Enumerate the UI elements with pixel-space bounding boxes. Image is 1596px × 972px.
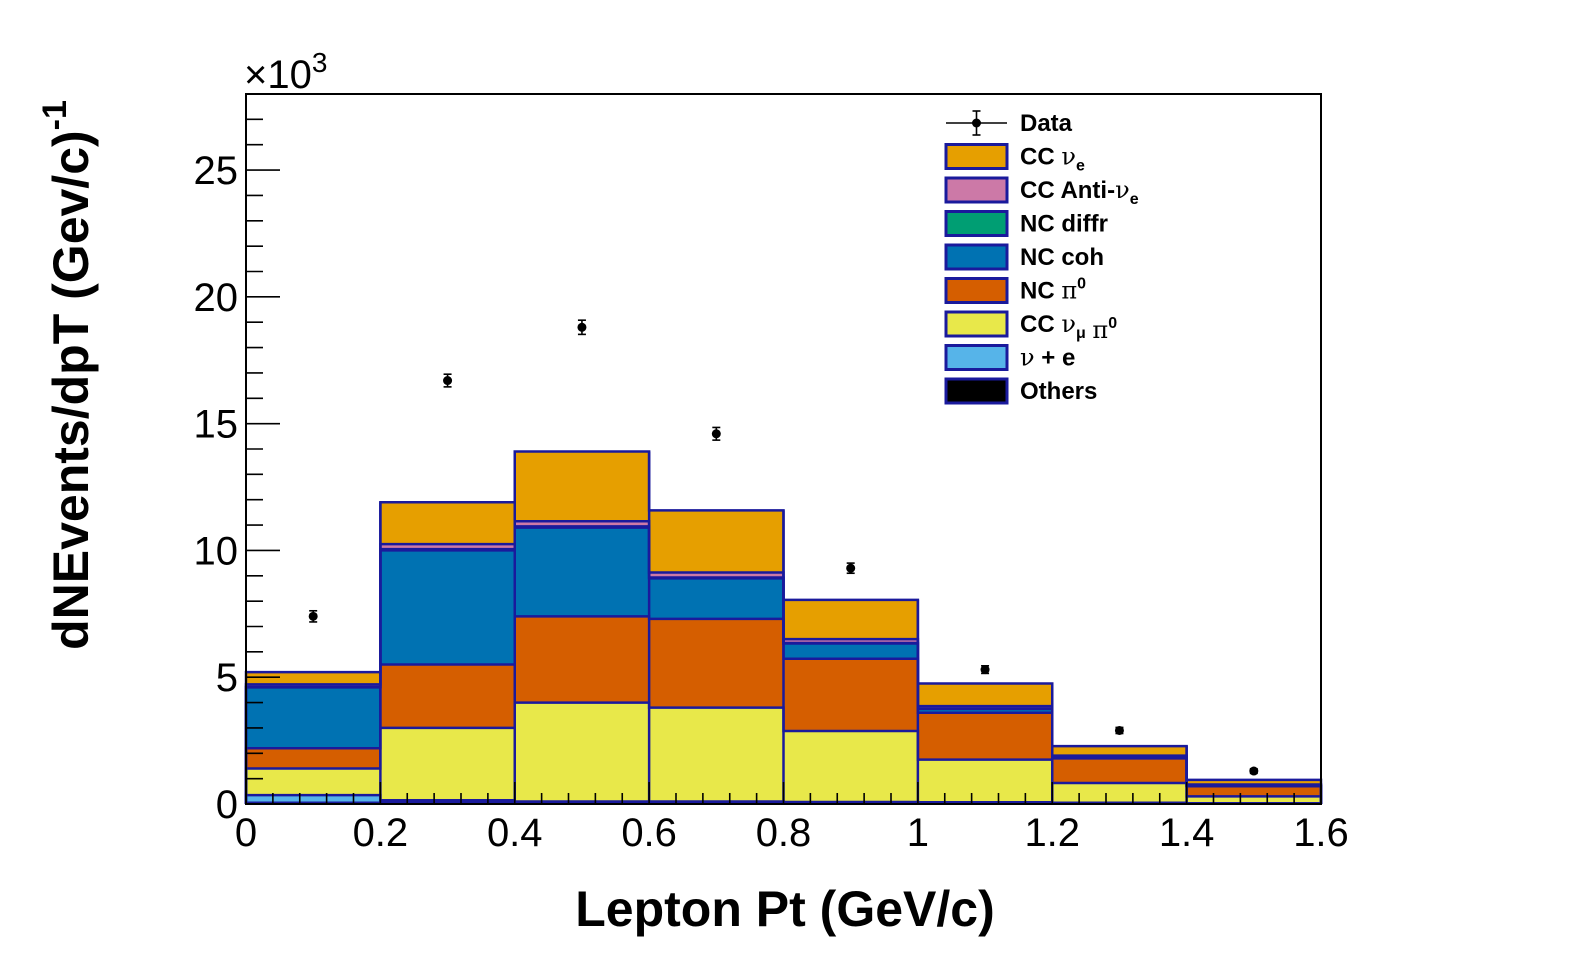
bar-nc-coh-bin-5 [917, 708, 1053, 713]
x-tick-label: 0.6 [621, 811, 677, 855]
x-axis-title: Lepton Pt (GeV/c) [575, 881, 994, 937]
data-points [308, 319, 1259, 776]
data-point [443, 376, 453, 386]
bar-cc-e-bin-3 [649, 510, 784, 573]
y-tick-label: 25 [194, 149, 239, 193]
bar-nc-coh-bin-0 [246, 687, 381, 749]
bar-cc-0-bin-2 [514, 702, 650, 802]
bar-nc-0-bin-3 [649, 618, 784, 708]
legend-data-marker [972, 118, 981, 128]
axis-text: Lepton Pt (GeV/c) dNEvents/dpT (Gev/c)-1… [36, 47, 995, 937]
bar-nc-0-bin-5 [917, 712, 1053, 760]
bar-nc-coh-bin-1 [380, 550, 515, 665]
legend-label-nu-e: ν + e [1020, 344, 1075, 372]
bar-cc-anti-e-bin-3 [649, 572, 784, 578]
axis-ticks: 0 5 10 15 20 25 0 0.2 0.4 0.6 0.8 1 1.2 1.4 1.6 [194, 93, 1349, 855]
bar-cc-0-bin-6 [1052, 782, 1187, 803]
bar-cc-0-bin-3 [649, 707, 784, 802]
bar-cc-e-bin-6 [1052, 746, 1187, 756]
y-tick-label: 5 [216, 656, 238, 700]
bar-cc-e-bin-7 [1186, 779, 1321, 785]
legend-swatch-nc-diffr [944, 210, 1009, 237]
legend-label-nc-coh: NC coh [1020, 244, 1104, 271]
y-axis-title-exponent: -1 [36, 100, 74, 130]
legend-label-cc-nue: CC νe [1020, 143, 1085, 175]
x-tick-label: 1.2 [1024, 811, 1080, 855]
legend-label-data: Data [1020, 110, 1073, 137]
x-tick-label: 1 [907, 811, 929, 855]
bar-cc-anti-e-bin-2 [514, 521, 650, 527]
legend-label-others: Others [1020, 378, 1097, 405]
bar-cc-anti-e-bin-4 [783, 639, 918, 643]
y-axis-multiplier-prefix: ×10 [244, 53, 312, 97]
legend-swatch-nu-e [944, 344, 1009, 371]
x-tick-label: 0 [235, 811, 257, 855]
legend-swatch-cc-numu-pi0 [944, 310, 1009, 338]
data-point [711, 429, 721, 439]
bar-cc-0-bin-1 [380, 727, 515, 801]
bar-cc-0-bin-4 [783, 730, 918, 802]
x-tick-label: 1.4 [1159, 811, 1215, 855]
data-point [308, 611, 318, 621]
bar-nc-0-bin-7 [1186, 786, 1321, 797]
y-axis-title-main: dNEvents/dpT (Gev/c) [43, 130, 99, 650]
data-point [1249, 766, 1259, 776]
bar-cc-0-bin-5 [917, 759, 1053, 803]
data-point [846, 563, 856, 573]
bar-cc-e-bin-4 [783, 599, 918, 640]
bar-nc-coh-bin-4 [783, 643, 918, 659]
bar-cc-anti-e-bin-0 [246, 684, 381, 687]
y-axis-multiplier-exponent: 3 [312, 47, 328, 78]
x-tick-label: 0.4 [487, 811, 543, 855]
x-tick-label: 0.8 [756, 811, 812, 855]
bar-cc-e-bin-5 [917, 683, 1053, 707]
bar-nc-0-bin-6 [1052, 758, 1187, 783]
bar-nc-coh-bin-2 [514, 527, 650, 617]
legend-label-cc-antinue: CC Anti-νe [1020, 176, 1139, 208]
bar-nc-0-bin-4 [783, 658, 918, 731]
bar-cc-e-bin-1 [380, 502, 515, 545]
legend-swatch-nc-coh [944, 243, 1009, 271]
y-tick-label: 0 [216, 783, 238, 827]
y-tick-label: 15 [194, 403, 239, 447]
legend-label-cc-numu-pi0: CC νμ π0 [1020, 310, 1117, 344]
bar-e-bin-0 [246, 795, 381, 803]
data-point [980, 665, 990, 675]
bar-cc-0-bin-7 [1186, 796, 1321, 804]
bar-nc-0-bin-2 [514, 616, 650, 703]
legend-swatch-others [944, 377, 1009, 405]
bar-cc-0-bin-0 [246, 768, 381, 796]
bar-e-bin-1 [380, 800, 515, 803]
legend-swatch-cc-antinue [944, 176, 1009, 204]
y-tick-label: 10 [194, 529, 239, 573]
bar-nc-coh-bin-3 [649, 578, 784, 619]
data-point [1114, 725, 1124, 735]
bar-nc-0-bin-0 [246, 748, 381, 769]
y-axis-multiplier: ×103 [244, 47, 327, 97]
x-tick-label: 1.6 [1293, 811, 1349, 855]
bar-cc-anti-e-bin-1 [380, 544, 515, 550]
y-axis-title: dNEvents/dpT (Gev/c)-1 [36, 100, 99, 650]
bar-nc-0-bin-1 [380, 664, 515, 728]
y-tick-label: 20 [194, 276, 239, 320]
legend-label-nc-pi0: NC π0 [1020, 276, 1086, 305]
data-point [577, 322, 587, 332]
bar-cc-anti-e-bin-5 [917, 706, 1053, 709]
x-tick-label: 0.2 [353, 811, 409, 855]
legend-label-nc-diffr: NC diffr [1020, 211, 1108, 238]
legend-swatch-nc-pi0 [944, 277, 1009, 304]
bar-cc-e-bin-2 [514, 451, 650, 522]
stack-layer [246, 451, 1321, 804]
legend-swatch-cc-nue [944, 143, 1009, 170]
bar-cc-e-bin-0 [246, 672, 381, 685]
